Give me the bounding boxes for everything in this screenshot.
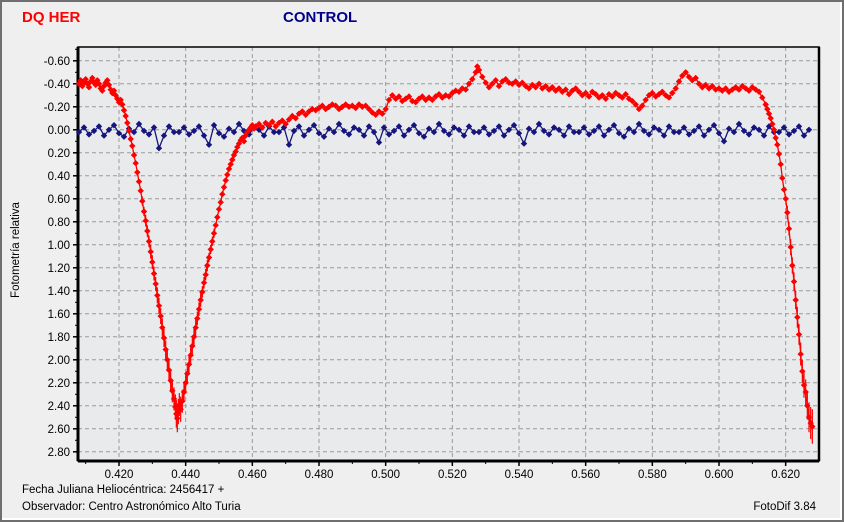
- y-tick-label: 2.60: [48, 424, 70, 436]
- x-tick-label: 0.500: [371, 469, 400, 481]
- y-tick-label: 2.40: [48, 401, 70, 413]
- x-tick-label: 0.580: [638, 469, 667, 481]
- x-tick-label: 0.460: [238, 469, 267, 481]
- x-tick-label: 0.560: [571, 469, 600, 481]
- x-tick-label: 0.420: [105, 469, 134, 481]
- y-tick-label: 0.00: [48, 125, 70, 137]
- y-tick-label: 1.40: [48, 286, 70, 298]
- y-tick-label: 0.20: [48, 148, 70, 160]
- plot-area: [78, 47, 819, 461]
- heliocentric-julian-date-label: Fecha Juliana Heliocéntrica: 2456417 +: [22, 484, 225, 496]
- series-dq-her: [75, 63, 816, 444]
- target-star-title: DQ HER: [22, 9, 81, 26]
- x-tick-label: 0.540: [505, 469, 534, 481]
- y-tick-label: 0.60: [48, 194, 70, 206]
- y-tick-label: 1.80: [48, 332, 70, 344]
- series-markers: [75, 120, 813, 152]
- x-tick-label: 0.440: [171, 469, 200, 481]
- control-star-title: CONTROL: [283, 9, 358, 26]
- y-tick-label: -0.40: [44, 79, 70, 91]
- app-version-label: FotoDif 3.84: [753, 501, 816, 513]
- x-tick-label: 0.600: [705, 469, 734, 481]
- y-tick-label: 1.00: [48, 240, 70, 252]
- y-tick-label: 2.80: [48, 447, 70, 459]
- y-tick-label: 1.20: [48, 263, 70, 275]
- x-tick-label: 0.480: [305, 469, 334, 481]
- y-tick-label: 0.40: [48, 171, 70, 183]
- y-tick-label: 2.00: [48, 355, 70, 367]
- y-tick-label: -0.20: [44, 102, 70, 114]
- y-tick-label: 0.80: [48, 217, 70, 229]
- y-tick-label: 1.60: [48, 309, 70, 321]
- y-tick-label: -0.60: [44, 56, 70, 68]
- observer-label: Observador: Centro Astronómico Alto Turi…: [22, 501, 241, 513]
- x-tick-label: 0.620: [771, 469, 800, 481]
- series-control: [75, 120, 813, 152]
- y-tick-label: 2.20: [48, 378, 70, 390]
- x-tick-label: 0.520: [438, 469, 467, 481]
